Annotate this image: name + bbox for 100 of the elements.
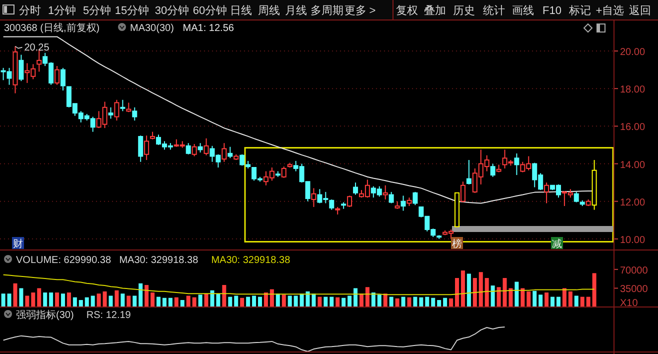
bar xyxy=(19,288,24,307)
y-tick-label: 16.00 xyxy=(620,122,646,134)
candlestick xyxy=(132,106,138,122)
text: 统计 xyxy=(483,4,505,17)
bar xyxy=(222,284,226,307)
bar xyxy=(449,298,454,307)
bar xyxy=(490,286,495,307)
bar xyxy=(413,296,418,307)
y-tick-label: 18.00 xyxy=(620,84,646,96)
bar xyxy=(264,292,268,307)
bar xyxy=(156,296,161,307)
bar xyxy=(437,300,442,307)
bar xyxy=(114,290,119,307)
bar xyxy=(180,300,184,307)
candlestick xyxy=(382,184,388,200)
bar xyxy=(282,294,286,307)
text: 画线 xyxy=(512,4,534,17)
bar xyxy=(1,294,6,307)
annotation: 20.25 xyxy=(24,42,50,54)
bar xyxy=(138,283,143,307)
bar xyxy=(162,298,166,307)
bar xyxy=(31,292,36,307)
bar xyxy=(72,297,77,307)
bar xyxy=(460,270,465,307)
candlestick xyxy=(120,99,126,112)
bar xyxy=(484,278,489,307)
bar xyxy=(454,278,459,307)
bar xyxy=(568,291,572,307)
bar xyxy=(66,292,71,307)
bar xyxy=(198,294,202,307)
candlestick xyxy=(353,182,358,196)
text: RS: 12.19 xyxy=(86,310,132,321)
bar xyxy=(7,294,12,307)
bar xyxy=(228,296,232,307)
bar xyxy=(270,289,274,307)
text: 返回 xyxy=(629,4,651,17)
text: 月线 xyxy=(285,4,307,17)
candlestick xyxy=(574,191,579,203)
bar xyxy=(55,292,60,307)
text: 5分钟 xyxy=(82,5,112,17)
bar xyxy=(348,296,352,307)
chart-title: 强弱指标(30) xyxy=(16,309,74,321)
text: MA30: 329918.38 xyxy=(211,255,291,266)
bar xyxy=(466,274,471,307)
bar xyxy=(496,287,501,307)
bar xyxy=(336,297,340,307)
text: 标记 xyxy=(568,5,591,17)
text: 复权 xyxy=(396,5,418,17)
bar xyxy=(210,290,214,307)
candlestick xyxy=(192,144,197,157)
annotation: 减 xyxy=(552,238,562,250)
text: 历史 xyxy=(453,4,475,17)
line-series xyxy=(2,274,595,296)
bar xyxy=(472,278,477,307)
bar xyxy=(371,292,376,307)
candlestick xyxy=(514,152,520,176)
text: 周线 xyxy=(258,4,280,17)
bar xyxy=(13,283,18,307)
bar xyxy=(562,288,566,307)
candlestick xyxy=(281,166,286,178)
bar xyxy=(234,296,238,307)
text: MA1: 12.56 xyxy=(182,23,234,34)
text: 日线 xyxy=(230,4,252,17)
bar xyxy=(514,282,519,307)
candlestick xyxy=(126,102,132,113)
candlestick xyxy=(347,195,352,208)
bar xyxy=(120,294,125,307)
text: X10 xyxy=(620,298,638,309)
candlestick xyxy=(544,182,550,204)
bar xyxy=(246,296,250,307)
candlestick xyxy=(204,138,209,156)
bar xyxy=(60,294,65,307)
bar xyxy=(580,296,584,307)
text: 多周期 xyxy=(310,5,344,17)
candlestick xyxy=(228,146,233,159)
bar xyxy=(108,296,113,307)
bar xyxy=(49,292,54,307)
bar xyxy=(443,298,448,307)
text: 叠加 xyxy=(424,4,446,17)
y-tick-label: 70000 xyxy=(620,265,648,276)
bar xyxy=(574,296,578,307)
bar xyxy=(431,298,436,307)
candlestick xyxy=(138,135,144,162)
bar xyxy=(520,288,525,307)
y-tick-label: 20.00 xyxy=(620,47,646,58)
y-tick-label: 12.00 xyxy=(620,197,646,208)
bar xyxy=(354,288,358,307)
text: 15分钟 xyxy=(114,5,150,17)
bar xyxy=(25,296,30,307)
bar xyxy=(550,296,555,307)
bar xyxy=(526,291,531,307)
bar xyxy=(174,297,178,307)
annotation: MA30(30) xyxy=(130,23,174,34)
bar xyxy=(395,298,400,307)
bar xyxy=(419,297,424,307)
bar xyxy=(216,294,220,307)
annotation: 财 xyxy=(13,238,23,250)
bar xyxy=(168,298,172,307)
bar xyxy=(186,296,190,307)
bar xyxy=(330,296,334,307)
